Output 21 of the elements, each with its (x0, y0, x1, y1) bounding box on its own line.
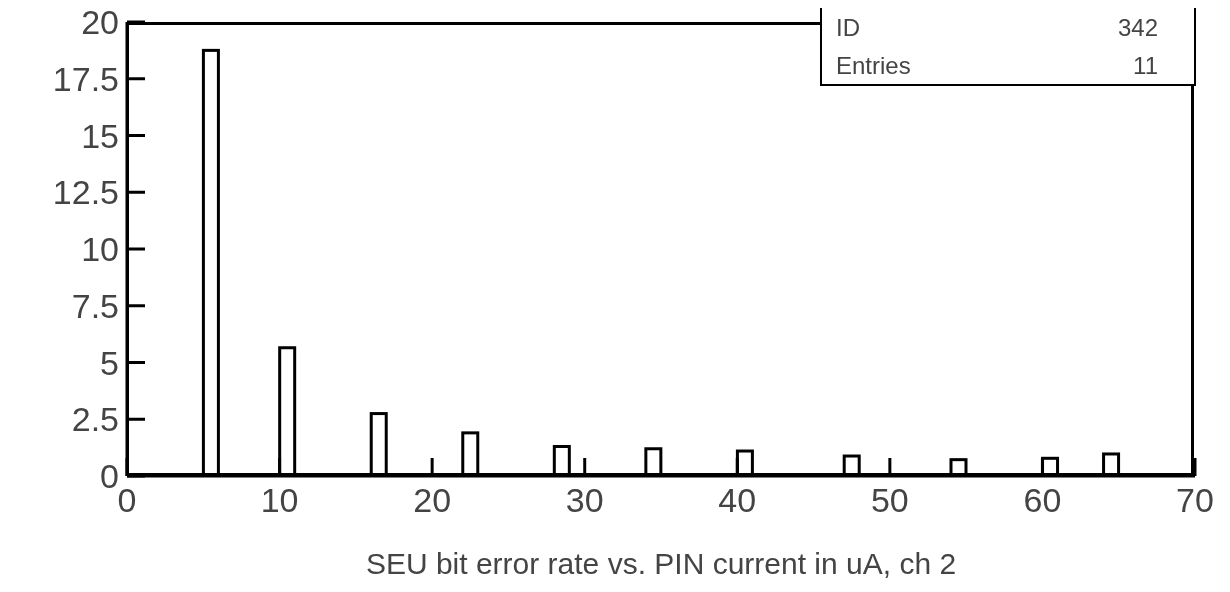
annotation: Entries (836, 51, 911, 81)
x-tick-label: 20 (413, 481, 452, 520)
y-tick-label: 7.5 (71, 286, 119, 325)
x-axis-title: SEU bit error rate vs. PIN current in uA, ch 2 (365, 547, 957, 580)
y-tick-label: 10 (81, 230, 119, 269)
x-tick-label: 10 (260, 481, 299, 520)
annotation: ID (836, 13, 860, 43)
x-tick-label: 30 (565, 481, 604, 520)
y-tick-label: 5 (100, 343, 119, 382)
annotation: 11 (1133, 51, 1158, 81)
x-tick-label: 60 (1023, 481, 1062, 520)
y-tick-label: 2.5 (71, 400, 119, 439)
y-tick-label: 17.5 (52, 59, 119, 98)
x-tick-label: 40 (718, 481, 757, 520)
y-tick-label: 12.5 (52, 173, 119, 212)
y-tick-label: 20 (81, 3, 119, 42)
annotation: 342 (1117, 13, 1158, 43)
x-tick-label: 50 (870, 481, 909, 520)
y-tick-label: 15 (81, 116, 119, 155)
y-tick-label: 0 (100, 457, 119, 496)
x-tick-label: 70 (1176, 481, 1214, 520)
